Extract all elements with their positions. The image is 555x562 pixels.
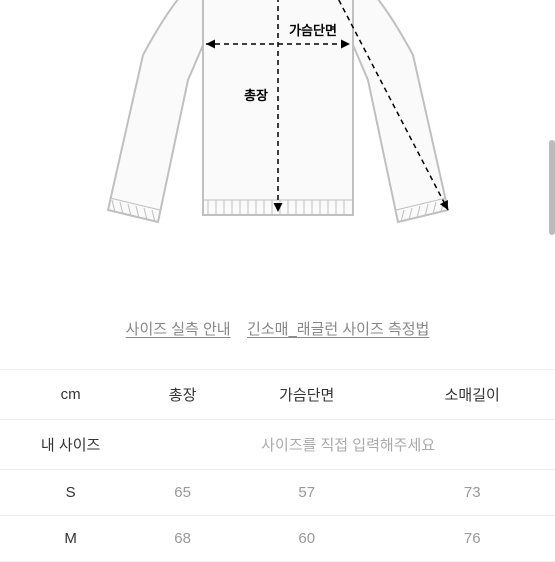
link-size-guide[interactable]: 사이즈 실측 안내	[126, 318, 231, 339]
cell-value: 73	[389, 470, 555, 516]
table-header-row: cm 총장 가슴단면 소매길이	[0, 370, 555, 420]
length-label: 총장	[244, 88, 268, 103]
help-links: 사이즈 실측 안내 긴소매_래글런 사이즈 측정법	[0, 318, 555, 339]
col-total-length: 총장	[141, 370, 224, 420]
col-sleeve: 소매길이	[389, 370, 555, 420]
col-chest: 가슴단면	[224, 370, 389, 420]
link-measure-guide[interactable]: 긴소매_래글런 사이즈 측정법	[247, 318, 429, 339]
sizing-diagram: 가슴단면 총장 소매길이	[0, 0, 555, 270]
size-label: S	[0, 470, 141, 516]
chest-label: 가슴단면	[289, 23, 337, 38]
garment-svg: 가슴단면 총장 소매길이	[68, 0, 488, 260]
my-size-row[interactable]: 내 사이즈 사이즈를 직접 입력해주세요	[0, 420, 555, 470]
table-row: S 65 57 73	[0, 470, 555, 516]
col-unit: cm	[0, 370, 141, 420]
size-table: cm 총장 가슴단면 소매길이 내 사이즈 사이즈를 직접 입력해주세요 S 6…	[0, 369, 555, 562]
cell-value: 57	[224, 470, 389, 516]
my-size-label: 내 사이즈	[0, 420, 141, 470]
cell-value: 65	[141, 470, 224, 516]
scrollbar-thumb[interactable]	[549, 140, 555, 235]
my-size-placeholder[interactable]: 사이즈를 직접 입력해주세요	[141, 420, 555, 470]
